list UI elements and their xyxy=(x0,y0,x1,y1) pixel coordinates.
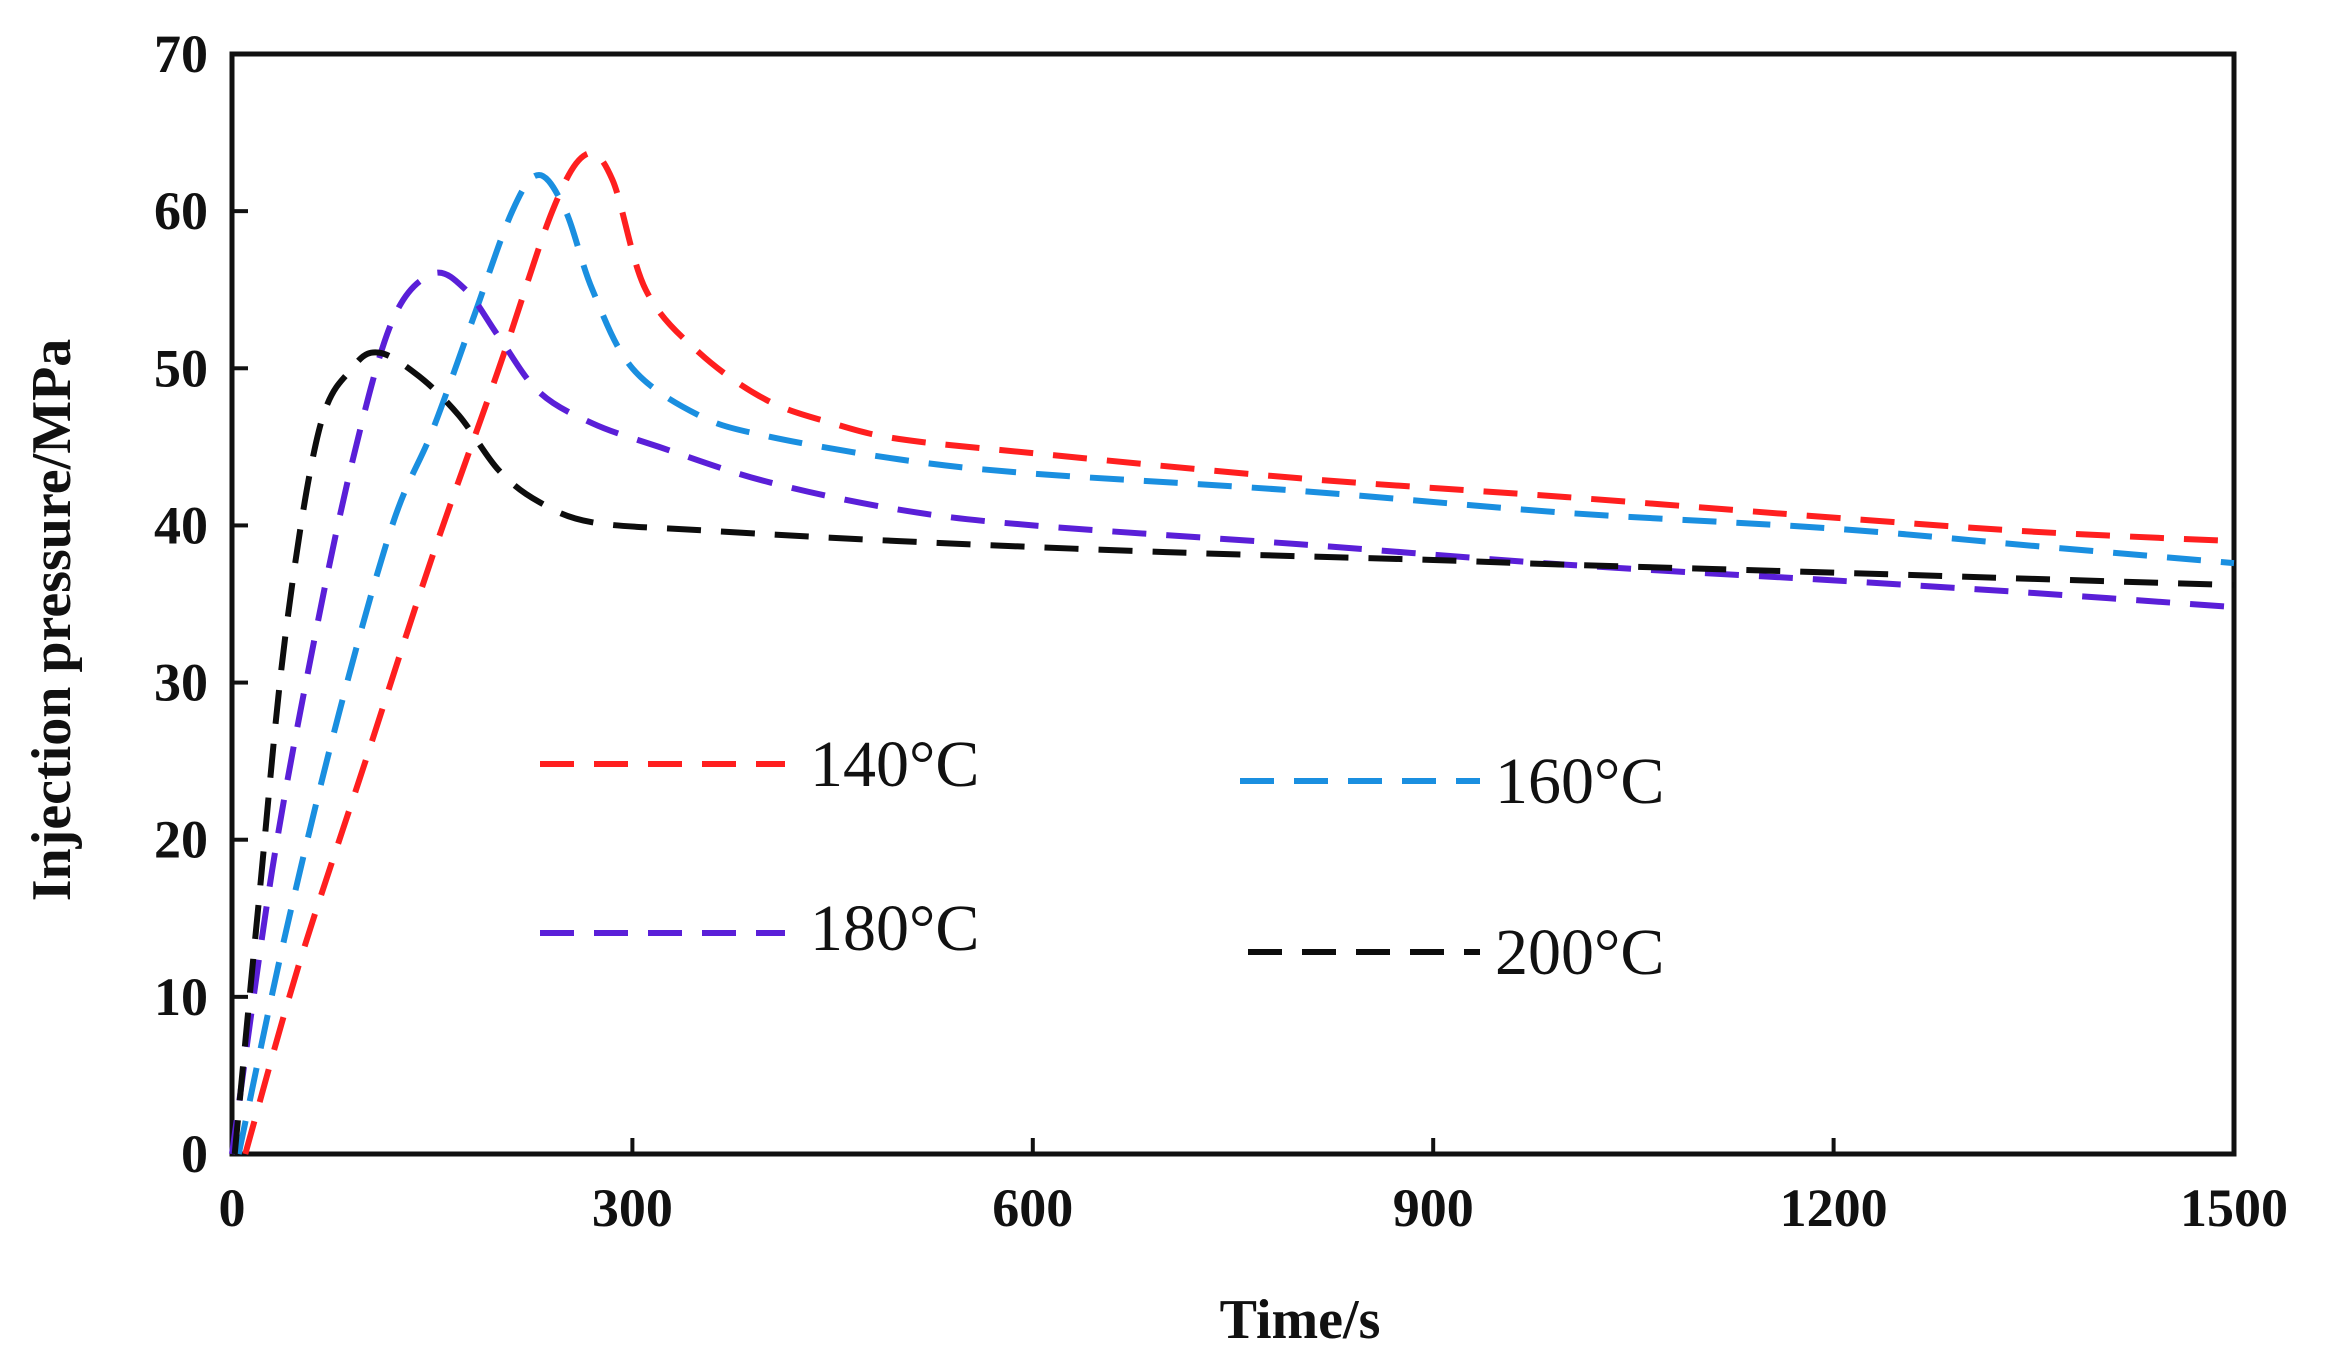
y-tick-label: 50 xyxy=(154,338,208,398)
series-layer xyxy=(229,150,2235,1155)
x-tick-label: 0 xyxy=(219,1178,246,1238)
y-tick-label: 40 xyxy=(154,495,208,555)
x-tick-label: 1200 xyxy=(1780,1178,1888,1238)
y-tick-label: 10 xyxy=(154,967,208,1027)
series-200c-line xyxy=(231,349,2235,1155)
x-axis-label: Time/s xyxy=(1220,1289,1381,1351)
plot-frame xyxy=(229,51,2237,1157)
x-tick-label: 1500 xyxy=(2180,1178,2288,1238)
legend-label: 180°C xyxy=(810,892,979,965)
series-180c-line xyxy=(229,269,2235,1155)
y-axis-ticks: 0 10 20 30 40 50 60 70 xyxy=(154,24,248,1184)
x-tick-label: 300 xyxy=(592,1178,673,1238)
y-tick-label: 0 xyxy=(181,1124,208,1184)
y-tick-label: 30 xyxy=(154,653,208,713)
series-160c-line xyxy=(235,171,2235,1155)
legend-label: 160°C xyxy=(1495,745,1664,818)
y-tick-label: 20 xyxy=(154,810,208,870)
x-tick-label: 900 xyxy=(1393,1178,1474,1238)
legend-label: 200°C xyxy=(1495,916,1664,989)
y-tick-label: 70 xyxy=(154,24,208,84)
series-140c-line xyxy=(242,150,2235,1155)
y-tick-label: 60 xyxy=(154,181,208,241)
x-tick-label: 600 xyxy=(992,1178,1073,1238)
legend: 140°C 160°C 180°C 200°C xyxy=(540,728,1664,989)
y-axis-label: Injection pressure/MPa xyxy=(21,339,83,902)
legend-label: 140°C xyxy=(810,728,979,801)
x-axis-ticks: 0 300 600 900 1200 1500 xyxy=(219,1138,2288,1238)
